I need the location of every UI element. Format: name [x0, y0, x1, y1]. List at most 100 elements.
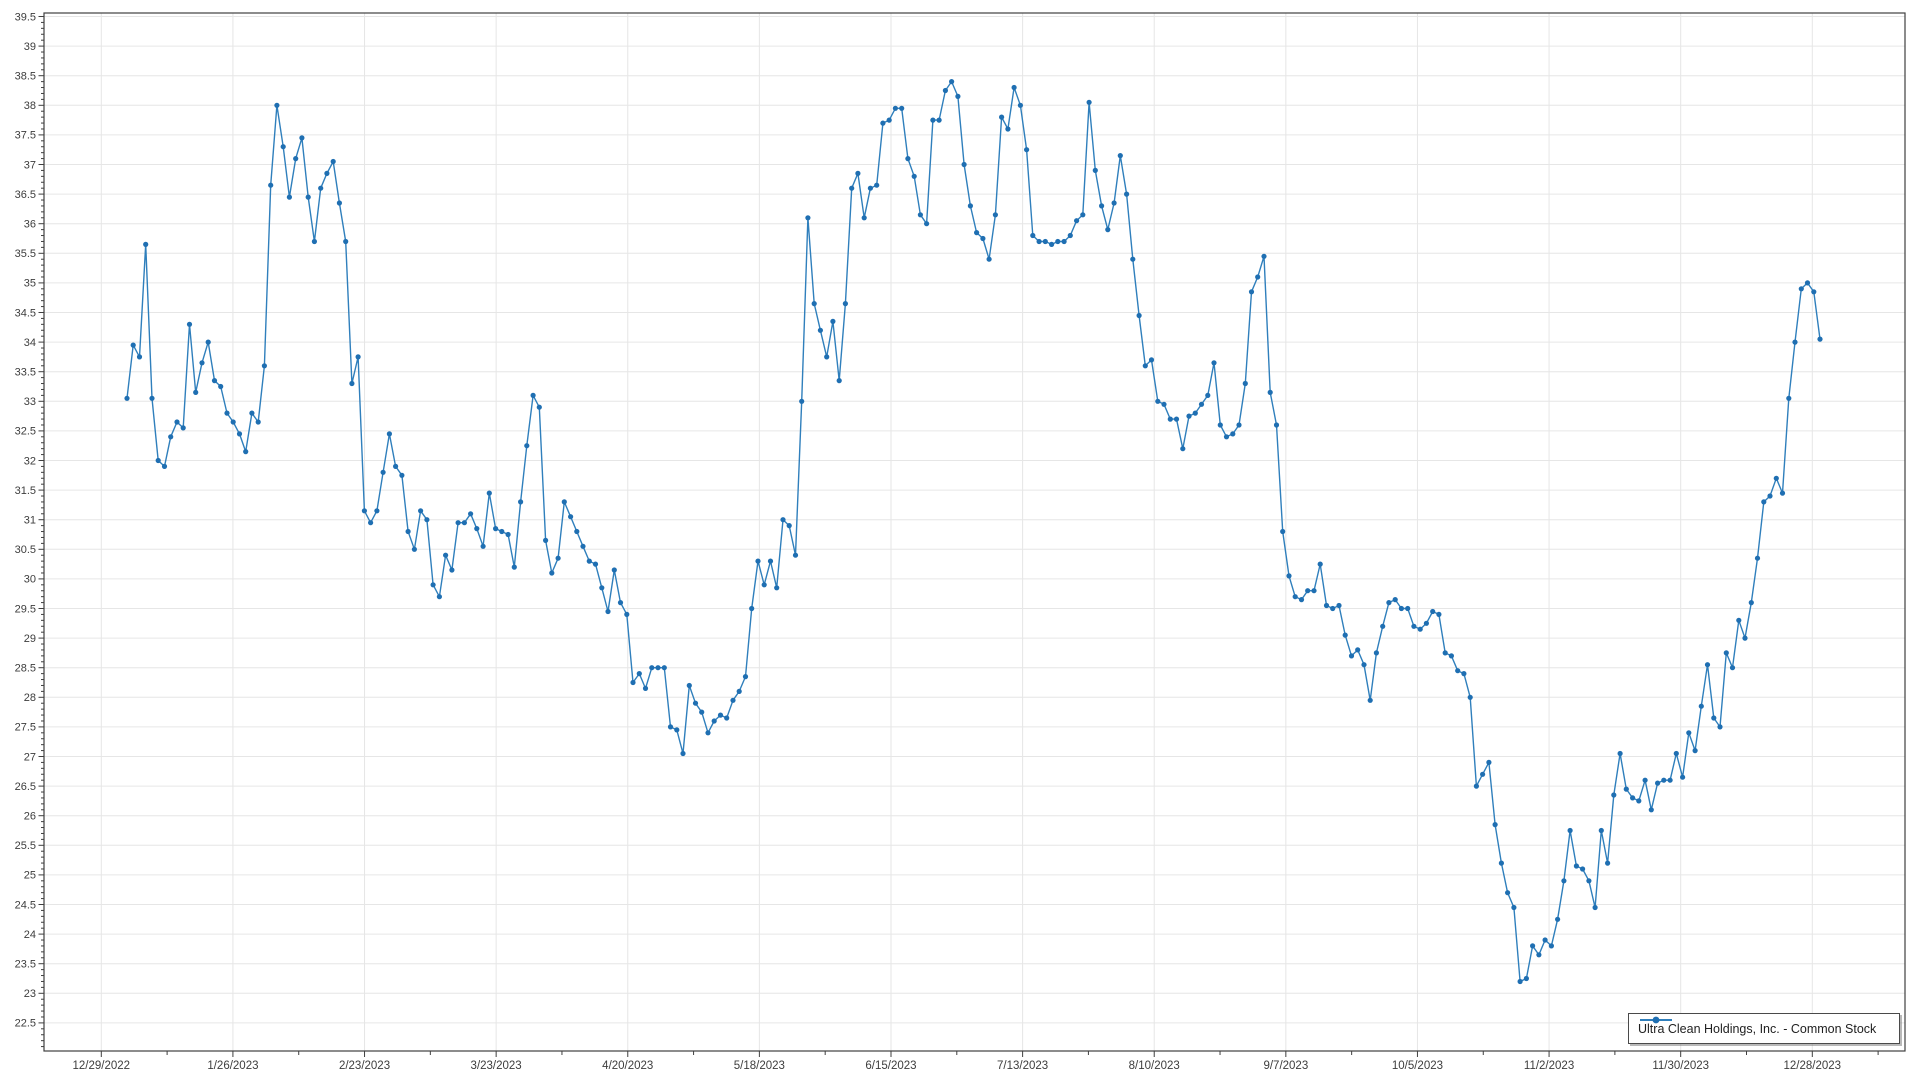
data-point-marker[interactable] — [436, 594, 442, 600]
data-point-marker[interactable] — [355, 354, 361, 360]
data-point-marker[interactable] — [724, 715, 730, 721]
data-point-marker[interactable] — [974, 230, 980, 236]
data-point-marker[interactable] — [661, 665, 667, 671]
data-point-marker[interactable] — [1011, 84, 1017, 91]
data-point-marker[interactable] — [1798, 286, 1804, 292]
data-point-marker[interactable] — [524, 443, 530, 449]
data-point-marker[interactable] — [1717, 724, 1723, 730]
data-point-marker[interactable] — [455, 520, 461, 526]
data-point-marker[interactable] — [1161, 401, 1167, 407]
data-point-marker[interactable] — [1336, 602, 1342, 609]
data-point-marker[interactable] — [1567, 827, 1573, 834]
data-point-marker[interactable] — [1530, 943, 1536, 949]
data-point-marker[interactable] — [811, 301, 817, 307]
data-point-marker[interactable] — [586, 558, 592, 564]
data-point-marker[interactable] — [511, 564, 517, 570]
data-point-marker[interactable] — [936, 117, 942, 123]
data-point-marker[interactable] — [268, 182, 274, 188]
data-point-marker[interactable] — [867, 185, 874, 191]
data-point-marker[interactable] — [211, 378, 218, 384]
data-point-marker[interactable] — [1792, 339, 1798, 345]
data-point-marker[interactable] — [1111, 200, 1117, 206]
data-point-marker[interactable] — [624, 611, 630, 618]
data-point-marker[interactable] — [1736, 617, 1742, 623]
data-point-marker[interactable] — [1473, 783, 1479, 789]
data-point-marker[interactable] — [1074, 218, 1080, 224]
data-point-marker[interactable] — [1729, 665, 1736, 671]
data-point-marker[interactable] — [1742, 635, 1748, 641]
data-point-marker[interactable] — [243, 449, 249, 455]
data-point-marker[interactable] — [636, 671, 642, 677]
data-point-marker[interactable] — [1298, 597, 1305, 603]
data-point-marker[interactable] — [1392, 597, 1398, 603]
data-point-marker[interactable] — [1636, 798, 1642, 804]
data-point-marker[interactable] — [386, 431, 392, 437]
data-point-marker[interactable] — [1623, 786, 1629, 792]
data-point-marker[interactable] — [980, 235, 986, 242]
data-point-marker[interactable] — [630, 679, 636, 686]
data-point-marker[interactable] — [1223, 434, 1230, 440]
data-point-marker[interactable] — [1686, 730, 1692, 736]
data-point-marker[interactable] — [1155, 398, 1161, 404]
data-point-marker[interactable] — [1542, 937, 1548, 943]
data-point-marker[interactable] — [1436, 611, 1442, 618]
data-point-marker[interactable] — [393, 463, 399, 469]
data-point-marker[interactable] — [1017, 102, 1024, 108]
data-point-marker[interactable] — [530, 392, 536, 398]
data-point-marker[interactable] — [311, 238, 317, 245]
data-point-marker[interactable] — [1405, 605, 1411, 612]
data-point-marker[interactable] — [449, 567, 455, 573]
data-point-marker[interactable] — [1042, 238, 1048, 245]
data-point-marker[interactable] — [1486, 759, 1492, 766]
data-point-marker[interactable] — [949, 79, 955, 85]
data-point-marker[interactable] — [1355, 647, 1361, 653]
data-point-marker[interactable] — [930, 117, 936, 123]
data-point-marker[interactable] — [774, 585, 780, 591]
data-point-marker[interactable] — [224, 410, 230, 416]
data-point-marker[interactable] — [180, 425, 186, 431]
data-point-marker[interactable] — [1080, 212, 1086, 218]
data-point-marker[interactable] — [855, 170, 861, 176]
data-point-marker[interactable] — [842, 301, 849, 307]
data-point-marker[interactable] — [1442, 650, 1448, 656]
data-point-marker[interactable] — [155, 457, 161, 464]
data-point-marker[interactable] — [730, 697, 736, 703]
data-point-marker[interactable] — [1598, 827, 1604, 834]
data-point-marker[interactable] — [1136, 312, 1142, 319]
data-point-marker[interactable] — [1049, 241, 1055, 247]
data-point-marker[interactable] — [305, 194, 311, 200]
data-point-marker[interactable] — [1517, 978, 1523, 985]
data-point-marker[interactable] — [143, 241, 149, 247]
data-point-marker[interactable] — [1092, 167, 1098, 173]
data-point-marker[interactable] — [1217, 422, 1223, 428]
data-point-marker[interactable] — [261, 363, 267, 369]
data-point-marker[interactable] — [642, 685, 649, 692]
data-point-marker[interactable] — [299, 135, 305, 141]
data-point-marker[interactable] — [1036, 238, 1042, 245]
data-point-marker[interactable] — [755, 558, 761, 564]
data-point-marker[interactable] — [493, 526, 499, 532]
data-point-marker[interactable] — [649, 665, 655, 671]
data-point-marker[interactable] — [580, 543, 586, 549]
data-point-marker[interactable] — [861, 215, 867, 221]
data-point-marker[interactable] — [1330, 605, 1336, 612]
data-point-marker[interactable] — [1398, 605, 1404, 612]
data-point-marker[interactable] — [955, 93, 961, 99]
data-point-marker[interactable] — [368, 520, 374, 526]
data-point-marker[interactable] — [1280, 528, 1286, 535]
data-point-marker[interactable] — [130, 342, 136, 348]
data-point-marker[interactable] — [874, 182, 880, 188]
data-point-marker[interactable] — [443, 552, 449, 558]
data-point-marker[interactable] — [1592, 904, 1598, 911]
data-point-marker[interactable] — [1342, 632, 1348, 638]
data-point-marker[interactable] — [655, 665, 661, 671]
data-point-marker[interactable] — [474, 526, 480, 532]
data-point-marker[interactable] — [318, 185, 324, 191]
data-point-marker[interactable] — [1611, 792, 1617, 798]
data-point-marker[interactable] — [942, 87, 949, 94]
data-point-marker[interactable] — [1754, 555, 1761, 561]
chart-legend[interactable]: Ultra Clean Holdings, Inc. - Common Stoc… — [1628, 1013, 1900, 1044]
data-point-marker[interactable] — [1523, 975, 1529, 982]
data-point-marker[interactable] — [480, 543, 486, 549]
data-point-marker[interactable] — [374, 508, 380, 514]
